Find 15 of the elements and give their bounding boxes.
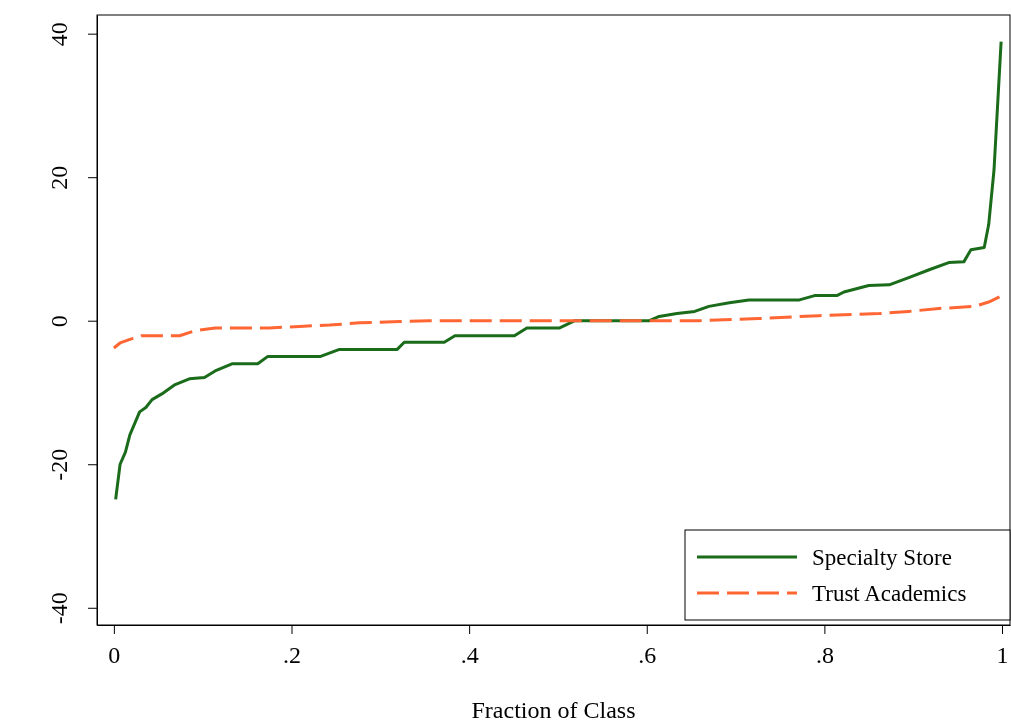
legend-label: Specialty Store xyxy=(812,545,952,570)
y-tick-label: -20 xyxy=(46,448,72,481)
legend-label: Trust Academics xyxy=(812,581,967,606)
y-tick-label: -40 xyxy=(46,592,72,625)
x-tick-label: .2 xyxy=(283,642,301,669)
x-tick-label: 1 xyxy=(996,642,1009,669)
line-series xyxy=(114,40,1003,501)
x-tick-label: .6 xyxy=(638,642,657,669)
x-tick-label: .8 xyxy=(815,642,834,669)
y-tick-label: 0 xyxy=(46,315,72,328)
x-axis-title: Fraction of Class xyxy=(471,697,636,723)
y-tick-label: 20 xyxy=(46,165,72,190)
x-tick-label: 0 xyxy=(108,642,121,669)
x-tick-label: .4 xyxy=(460,642,479,669)
y-tick-label: 40 xyxy=(46,22,72,47)
